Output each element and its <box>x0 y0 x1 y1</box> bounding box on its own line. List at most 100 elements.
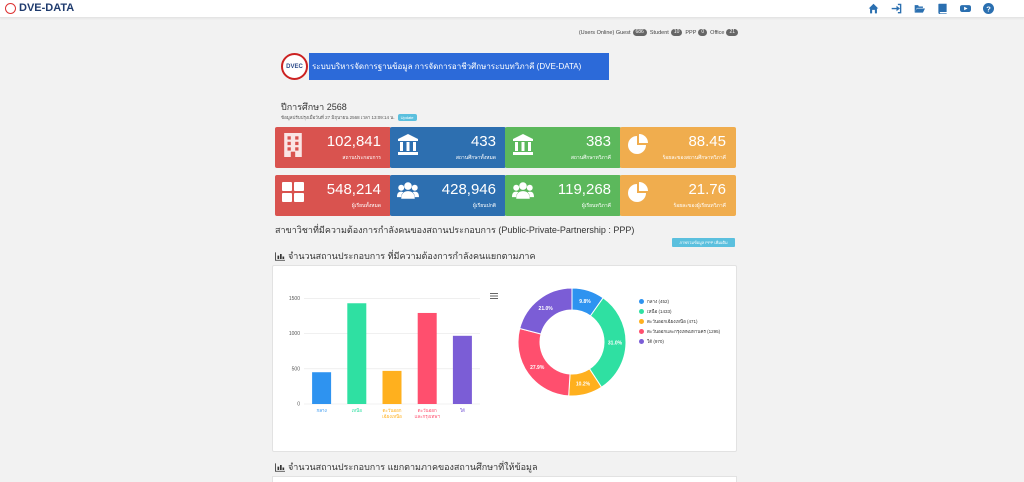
panel1-title: จำนวนสถานประกอบการ ที่มีความต้องการกำลัง… <box>288 251 536 261</box>
pie-chart-icon <box>627 133 649 155</box>
stat-card[interactable]: 21.76 ร้อยละของผู้เรียนทวิภาคี <box>620 175 736 216</box>
stat-card[interactable]: 88.45 ร้อยละของสถานศึกษาทวิภาคี <box>620 127 736 168</box>
slice-label: 21.0% <box>539 306 554 312</box>
stat-label: ผู้เรียนทวิภาคี <box>581 203 611 209</box>
users-icon <box>397 181 419 203</box>
bar <box>382 370 402 404</box>
student-label: Student <box>649 29 669 36</box>
stat-value: 21.76 <box>688 181 726 198</box>
legend-item[interactable]: กลาง (452) <box>639 296 720 306</box>
legend-item[interactable]: ตะวันออกเฉียงเหนือ (471) <box>639 316 720 326</box>
bar-chart-icon <box>275 251 285 261</box>
stat-value: 428,946 <box>441 181 496 198</box>
brand[interactable]: DVE-DATA <box>5 2 74 14</box>
legend-dot <box>639 318 644 324</box>
stat-label: สถานศึกษาทั้งหมด <box>455 155 496 161</box>
book-icon[interactable] <box>936 2 948 14</box>
region-chart-panel: 0 500 1000 1500 กลาง เหนือ ตะวันออก เฉียงเหนือต… <box>272 265 737 452</box>
institution-region-panel <box>272 476 737 482</box>
y-tick-label: 1500 <box>289 296 300 302</box>
update-badge[interactable]: Update <box>397 114 417 121</box>
folder-open-icon[interactable] <box>913 2 925 14</box>
legend-item[interactable]: ใต้ (970) <box>639 336 720 346</box>
academic-year: ปีการศึกษา 2568 <box>281 102 347 112</box>
ppp-section-title: สาขาวิชาที่มีความต้องการกำลังคนของสถานปร… <box>275 225 635 235</box>
building-icon <box>282 133 304 158</box>
x-tick-label: ตะวันออก <box>382 408 401 413</box>
bar <box>312 372 332 404</box>
legend-item[interactable]: ตะวันออกและกรุงเทพมหานคร (1295) <box>639 326 720 336</box>
youtube-icon[interactable] <box>959 2 971 14</box>
users-online: (Users Online) Guest 686 Student 10 PPP … <box>579 29 741 36</box>
x-tick-label: กลาง <box>316 408 326 413</box>
dvec-logo: DVEC <box>281 53 308 80</box>
system-title-banner: ระบบบริหารจัดการฐานข้อมูล การจัดการอาชีว… <box>309 53 609 80</box>
stat-label: ร้อยละของสถานศึกษาทวิภาคี <box>662 155 726 161</box>
ppp-label: PPP <box>685 29 697 36</box>
stat-value: 433 <box>470 133 496 150</box>
stat-card[interactable]: 383 สถานศึกษาทวิภาคี <box>505 127 621 168</box>
bar <box>452 335 472 404</box>
stat-label: ร้อยละของผู้เรียนทวิภาคี <box>673 203 726 209</box>
brand-logo <box>5 2 16 14</box>
donut-slice <box>517 327 571 397</box>
x-tick-label: และกรุงเทพฯ <box>414 414 440 420</box>
nav-icons: ? <box>856 2 994 14</box>
y-tick-label: 1000 <box>289 331 300 337</box>
stat-value: 102,841 <box>326 133 381 150</box>
panel2-title: จำนวนสถานประกอบการ แยกตามภาคของสถานศึกษา… <box>288 462 538 472</box>
system-title: ระบบบริหารจัดการฐานข้อมูล การจัดการอาชีว… <box>312 62 582 71</box>
ppp-overview-button[interactable]: ภาพรวมข้อมูล PPP เพิ่มเติม <box>672 238 735 247</box>
bar <box>417 312 437 404</box>
stat-card[interactable]: 433 สถานศึกษาทั้งหมด <box>390 127 506 168</box>
sign-in-icon[interactable] <box>890 2 902 14</box>
stat-label: สถานประกอบการ <box>342 155 381 161</box>
x-tick-label: เฉียงเหนือ <box>382 413 402 419</box>
stat-label: ผู้เรียนปกติ <box>472 203 496 209</box>
x-tick-label: เหนือ <box>352 407 363 413</box>
svg-text:?: ? <box>986 4 991 13</box>
bar-chart-icon <box>275 462 285 472</box>
stat-value: 119,268 <box>557 181 611 198</box>
legend-dot <box>639 338 644 344</box>
bar <box>347 303 367 404</box>
legend-label: กลาง (452) <box>647 298 669 304</box>
student-count-badge: 10 <box>670 29 683 36</box>
legend-dot <box>639 328 644 334</box>
stat-card[interactable]: 428,946 ผู้เรียนปกติ <box>390 175 506 216</box>
stat-value: 88.45 <box>688 133 726 150</box>
stat-value: 383 <box>585 133 611 150</box>
donut-slice <box>519 287 573 335</box>
slice-label: 9.8% <box>579 299 591 305</box>
stat-card[interactable]: 548,214 ผู้เรียนทั้งหมด <box>275 175 391 216</box>
home-icon[interactable] <box>867 2 879 14</box>
stat-label: สถานศึกษาทวิภาคี <box>570 155 611 161</box>
legend-item[interactable]: เหนือ (1433) <box>639 306 720 316</box>
dvec-logo-text: DVEC <box>286 63 303 70</box>
chart-menu-icon[interactable] <box>490 287 498 299</box>
legend-label: เหนือ (1433) <box>647 308 672 314</box>
ppp-overview-button-label: ภาพรวมข้อมูล PPP เพิ่มเติม <box>679 240 728 245</box>
ppp-count-badge: 0 <box>698 29 708 36</box>
legend-label: ตะวันออกเฉียงเหนือ (471) <box>647 318 698 324</box>
pie-legend: กลาง (452) เหนือ (1433) ตะวันออกเฉียงเหนือ… <box>639 296 720 346</box>
guest-count-badge: 686 <box>632 29 647 36</box>
stat-card[interactable]: 102,841 สถานประกอบการ <box>275 127 391 168</box>
x-tick-label: ใต้ <box>460 408 465 413</box>
office-count-badge: 21 <box>726 29 738 36</box>
panel1-heading: จำนวนสถานประกอบการ ที่มีความต้องการกำลัง… <box>275 249 535 263</box>
stat-card[interactable]: 119,268 ผู้เรียนทวิภาคี <box>505 175 621 216</box>
stat-value: 548,214 <box>326 181 381 198</box>
slice-label: 27.9% <box>530 365 545 371</box>
last-updated-text: ข้อมูลปรับปรุงเมื่อวันที่ 27 มิถุนายน 25… <box>281 115 395 120</box>
legend-dot <box>639 308 644 314</box>
x-tick-label: ตะวันออก <box>418 408 437 413</box>
institution-icon <box>512 133 534 155</box>
legend-label: ตะวันออกและกรุงเทพมหานคร (1295) <box>647 328 721 334</box>
help-icon[interactable]: ? <box>982 2 994 14</box>
slice-label: 10.2% <box>576 381 591 387</box>
y-tick-label: 500 <box>292 366 301 372</box>
top-navbar: DVE-DATA ? <box>0 0 1024 18</box>
brand-text: DVE-DATA <box>19 2 75 14</box>
panel2-heading: จำนวนสถานประกอบการ แยกตามภาคของสถานศึกษา… <box>275 460 538 474</box>
